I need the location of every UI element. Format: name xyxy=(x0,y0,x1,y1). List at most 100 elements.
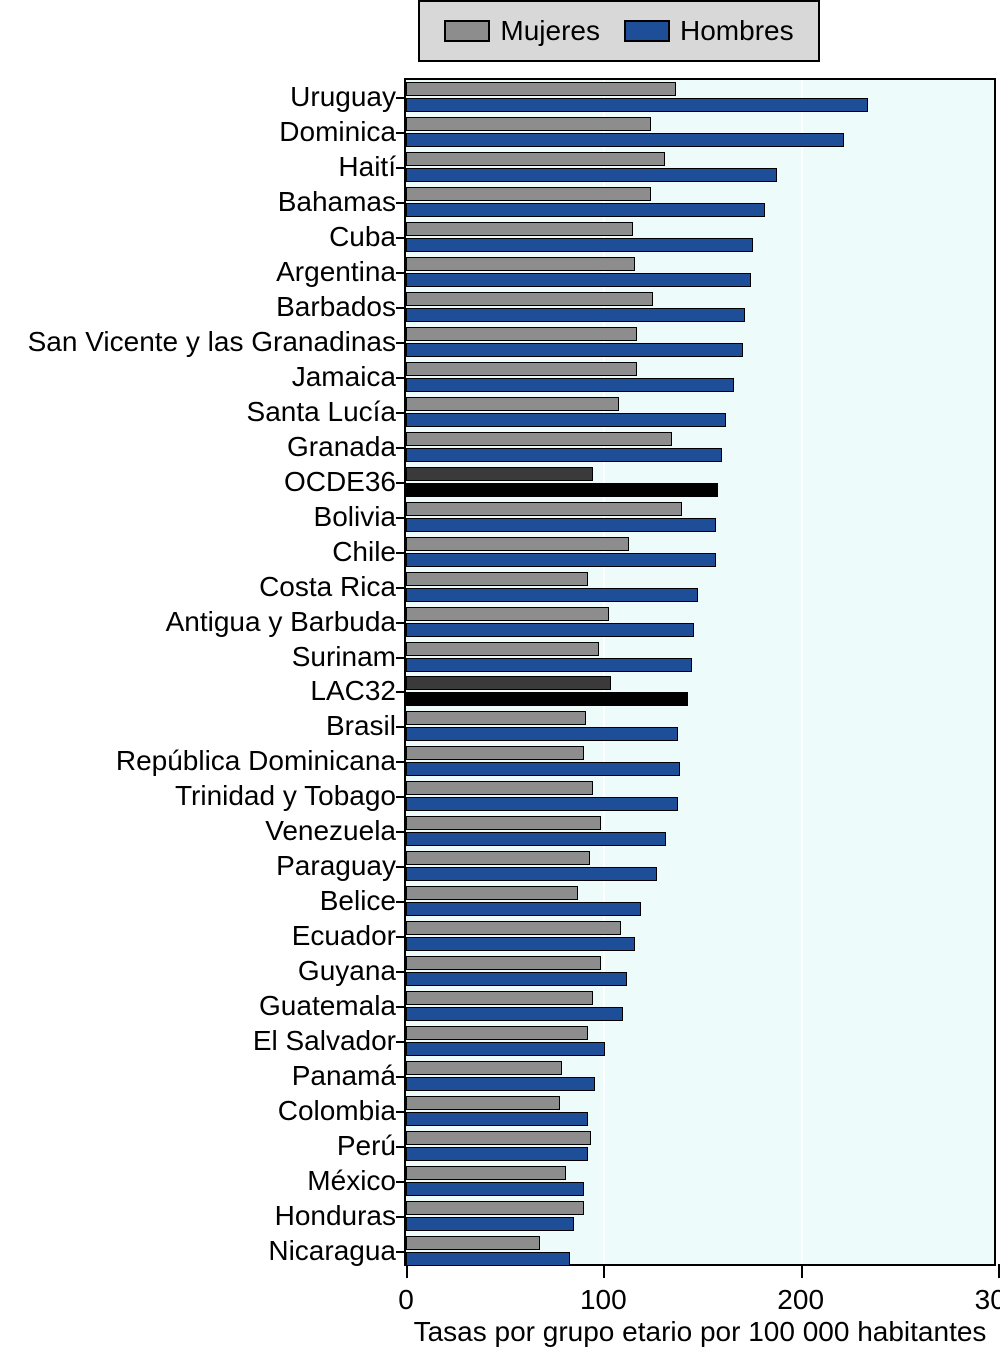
y-tick xyxy=(396,1216,406,1218)
bar-hombres xyxy=(406,343,743,357)
bar-mujeres xyxy=(406,152,665,166)
y-category-label: Venezuela xyxy=(265,815,406,847)
bar-mujeres xyxy=(406,851,590,865)
y-category-label: Cuba xyxy=(329,221,406,253)
bar-hombres xyxy=(406,867,657,881)
y-category-label: Guyana xyxy=(298,955,406,987)
y-category-label: Belice xyxy=(320,885,406,917)
bar-mujeres xyxy=(406,711,586,725)
y-category-label: México xyxy=(307,1165,406,1197)
x-tick-label: 0 xyxy=(398,1284,414,1316)
y-tick xyxy=(396,272,406,274)
y-category-label: Uruguay xyxy=(290,81,406,113)
y-tick xyxy=(396,1111,406,1113)
bar-hombres xyxy=(406,413,726,427)
y-category-label: Guatemala xyxy=(259,990,406,1022)
y-tick xyxy=(396,517,406,519)
y-tick xyxy=(396,307,406,309)
y-category-label: Argentina xyxy=(276,256,406,288)
y-category-label: Santa Lucía xyxy=(247,396,406,428)
legend-item: Hombres xyxy=(624,15,794,47)
bar-hombres xyxy=(406,588,698,602)
y-category-label: Chile xyxy=(332,536,406,568)
bar-mujeres xyxy=(406,816,601,830)
y-category-label: Ecuador xyxy=(292,920,406,952)
legend-item: Mujeres xyxy=(444,15,600,47)
bar-mujeres xyxy=(406,292,653,306)
bar-mujeres xyxy=(406,222,633,236)
bar-mujeres xyxy=(406,956,601,970)
y-tick xyxy=(396,691,406,693)
y-tick xyxy=(396,971,406,973)
legend-label: Hombres xyxy=(680,15,794,47)
y-category-label: Costa Rica xyxy=(259,571,406,603)
x-tick xyxy=(801,1264,803,1278)
bar-mujeres xyxy=(406,1061,562,1075)
bar-hombres xyxy=(406,98,868,112)
bar-hombres xyxy=(406,1252,570,1266)
y-category-label: Colombia xyxy=(278,1095,406,1127)
y-tick xyxy=(396,167,406,169)
y-tick xyxy=(396,552,406,554)
y-tick xyxy=(396,657,406,659)
y-category-label: Granada xyxy=(287,431,406,463)
bar-hombres xyxy=(406,168,777,182)
y-category-label: El Salvador xyxy=(253,1025,406,1057)
y-category-label: LAC32 xyxy=(310,675,406,707)
y-category-label: Bolivia xyxy=(314,501,406,533)
bar-hombres xyxy=(406,273,751,287)
bar-mujeres xyxy=(406,467,593,481)
bar-mujeres xyxy=(406,746,584,760)
bar-hombres xyxy=(406,623,694,637)
y-tick xyxy=(396,726,406,728)
y-tick xyxy=(396,936,406,938)
x-tick-label: 300 xyxy=(975,1284,1000,1316)
bar-mujeres xyxy=(406,117,651,131)
bar-mujeres xyxy=(406,187,651,201)
y-tick xyxy=(396,587,406,589)
bar-hombres xyxy=(406,797,678,811)
bar-mujeres xyxy=(406,1096,560,1110)
y-category-label: República Dominicana xyxy=(116,745,406,777)
bar-mujeres xyxy=(406,921,621,935)
bar-hombres xyxy=(406,308,745,322)
y-category-label: Antigua y Barbuda xyxy=(166,606,406,638)
bar-hombres xyxy=(406,727,678,741)
y-category-label: Nicaragua xyxy=(268,1235,406,1267)
y-tick xyxy=(396,761,406,763)
bar-mujeres xyxy=(406,1236,540,1250)
bar-mujeres xyxy=(406,607,609,621)
plot-area: 0100200300UruguayDominicaHaitíBahamasCub… xyxy=(404,78,996,1266)
bar-hombres xyxy=(406,937,635,951)
bar-hombres xyxy=(406,203,765,217)
bar-mujeres xyxy=(406,327,637,341)
bar-hombres xyxy=(406,448,722,462)
y-category-label: Bahamas xyxy=(278,186,406,218)
legend-label: Mujeres xyxy=(500,15,600,47)
bar-mujeres xyxy=(406,642,599,656)
y-tick xyxy=(396,342,406,344)
bar-mujeres xyxy=(406,1131,591,1145)
bar-hombres xyxy=(406,378,734,392)
bar-mujeres xyxy=(406,1201,584,1215)
x-axis-title: Tasas por grupo etario por 100 000 habit… xyxy=(404,1316,996,1348)
x-tick xyxy=(603,1264,605,1278)
chart-legend: Mujeres Hombres xyxy=(418,0,820,62)
y-tick xyxy=(396,132,406,134)
bar-mujeres xyxy=(406,991,593,1005)
bar-hombres xyxy=(406,1007,623,1021)
x-tick-label: 200 xyxy=(777,1284,824,1316)
y-category-label: Surinam xyxy=(292,641,406,673)
y-tick xyxy=(396,97,406,99)
bar-hombres xyxy=(406,972,627,986)
y-category-label: Jamaica xyxy=(292,361,406,393)
chart-container: Mujeres Hombres 0100200300UruguayDominica… xyxy=(0,0,1000,1345)
bar-hombres xyxy=(406,553,716,567)
bar-hombres xyxy=(406,1112,588,1126)
bar-mujeres xyxy=(406,886,578,900)
bar-mujeres xyxy=(406,1026,588,1040)
y-category-label: Barbados xyxy=(276,291,406,323)
y-tick xyxy=(396,1251,406,1253)
bar-hombres xyxy=(406,133,844,147)
y-category-label: San Vicente y las Granadinas xyxy=(28,326,406,358)
